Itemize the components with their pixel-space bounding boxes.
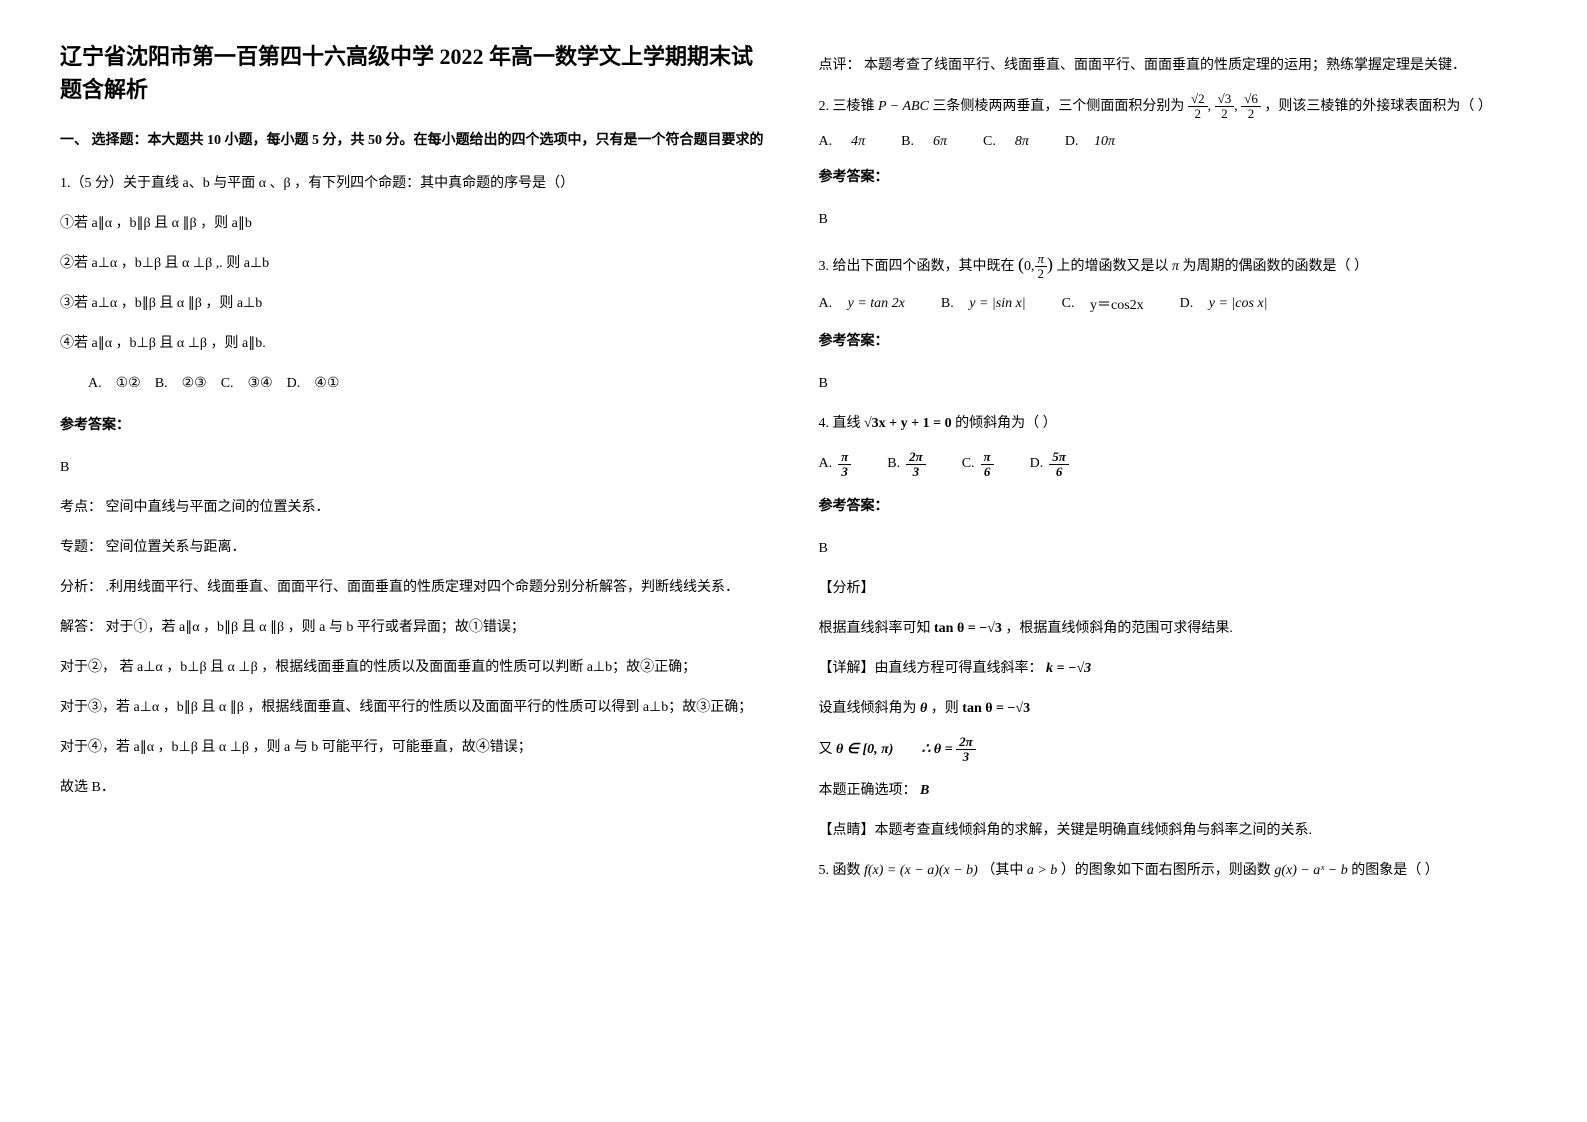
- q1-dianping: 点评： 本题考查了线面平行、线面垂直、面面平行、面面垂直的性质定理的运用；熟练掌…: [819, 52, 1528, 80]
- q1-jieda2: 对于②， 若 a⊥α ，b⊥β 且 α ⊥β ，根据线面垂直的性质以及面面垂直的…: [60, 654, 769, 682]
- q4-xiangjie2: 设直线倾斜角为 θ ，则 tan θ = −√3: [819, 695, 1528, 723]
- q2-answer: B: [819, 206, 1528, 234]
- q1-jieda-intro: 解答： 对于①，若 a∥α ，b∥β 且 α ∥β ，则 a 与 b 平行或者异…: [60, 614, 769, 642]
- q1-stem: 1.（5 分）关于直线 a、b 与平面 α 、β ，有下列四个命题：其中真命题的…: [60, 170, 769, 198]
- q4-fenxi-head: 【分析】: [819, 575, 1528, 603]
- q1-guoxuan: 故选 B．: [60, 774, 769, 802]
- answer-label: 参考答案：: [819, 493, 1528, 521]
- q1-stmt2: ②若 a⊥α ，b⊥β 且 α ⊥β ,. 则 a⊥b: [60, 250, 769, 278]
- q4-fenxi: 根据直线斜率可知 tan θ = −√3 ，根据直线倾斜角的范围可求得结果.: [819, 615, 1528, 643]
- answer-label: 参考答案：: [819, 328, 1528, 356]
- section-header: 一、 选择题：本大题共 10 小题，每小题 5 分，共 50 分。在每小题给出的…: [60, 130, 769, 152]
- q4-dianjing: 【点睛】本题考查直线倾斜角的求解，关键是明确直线倾斜角与斜率之间的关系.: [819, 817, 1528, 845]
- answer-label: 参考答案：: [819, 164, 1528, 192]
- q1-fenxi: 分析： .利用线面平行、线面垂直、面面平行、面面垂直的性质定理对四个命题分别分析…: [60, 574, 769, 602]
- q1-jieda4: 对于④，若 a∥α ，b⊥β 且 α ⊥β ，则 a 与 b 可能平行，可能垂直…: [60, 734, 769, 762]
- q1-kaodian: 考点： 空间中直线与平面之间的位置关系．: [60, 494, 769, 522]
- q1-zhuanti: 专题： 空间位置关系与距离．: [60, 534, 769, 562]
- q4-options: A.π3 B.2π3 C.π6 D.5π6: [819, 450, 1528, 480]
- q4-xiangjie: 【详解】由直线方程可得直线斜率： k = −√3: [819, 655, 1528, 683]
- page-title: 辽宁省沈阳市第一百第四十六高级中学 2022 年高一数学文上学期期末试题含解析: [60, 40, 769, 106]
- q3-stem: 3. 给出下面四个函数，其中既在 (0,π2) 上的增函数又是以 π 为周期的偶…: [819, 246, 1528, 282]
- q1-stmt1: ①若 a∥α ，b∥β 且 α ∥β ，则 a∥b: [60, 210, 769, 238]
- q1-stmt4: ④若 a∥α ，b⊥β 且 α ⊥β ，则 a∥b.: [60, 330, 769, 358]
- q4-answer: B: [819, 535, 1528, 563]
- q4-stem: 4. 直线 √3x + y + 1 = 0 的倾斜角为（ ）: [819, 410, 1528, 438]
- q2-options: A. 4π B. 6π C. 8π D. 10π: [819, 134, 1528, 150]
- q1-options: A. ①② B. ②③ C. ③④ D. ④①: [60, 370, 769, 398]
- q1-jieda3: 对于③，若 a⊥α ，b∥β 且 α ∥β ，根据线面垂直、线面平行的性质以及面…: [60, 694, 769, 722]
- q1-stmt3: ③若 a⊥α ，b∥β 且 α ∥β ，则 a⊥b: [60, 290, 769, 318]
- q5-stem: 5. 函数 f(x) = (x − a)(x − b) （其中 a > b ）的…: [819, 857, 1528, 885]
- answer-label: 参考答案：: [60, 412, 769, 440]
- q4-you: 又 θ ∈ [0, π) ∴ θ = 2π3: [819, 735, 1528, 765]
- q1-answer: B: [60, 454, 769, 482]
- q2-stem: 2. 三棱锥 P − ABC 三条侧棱两两垂直，三个侧面面积分别为 √22, √…: [819, 92, 1528, 122]
- q3-answer: B: [819, 370, 1528, 398]
- q4-benti: 本题正确选项： B: [819, 777, 1528, 805]
- q3-options: A. y = tan 2x B. y = |sin x| C. y＝cos2x …: [819, 294, 1528, 314]
